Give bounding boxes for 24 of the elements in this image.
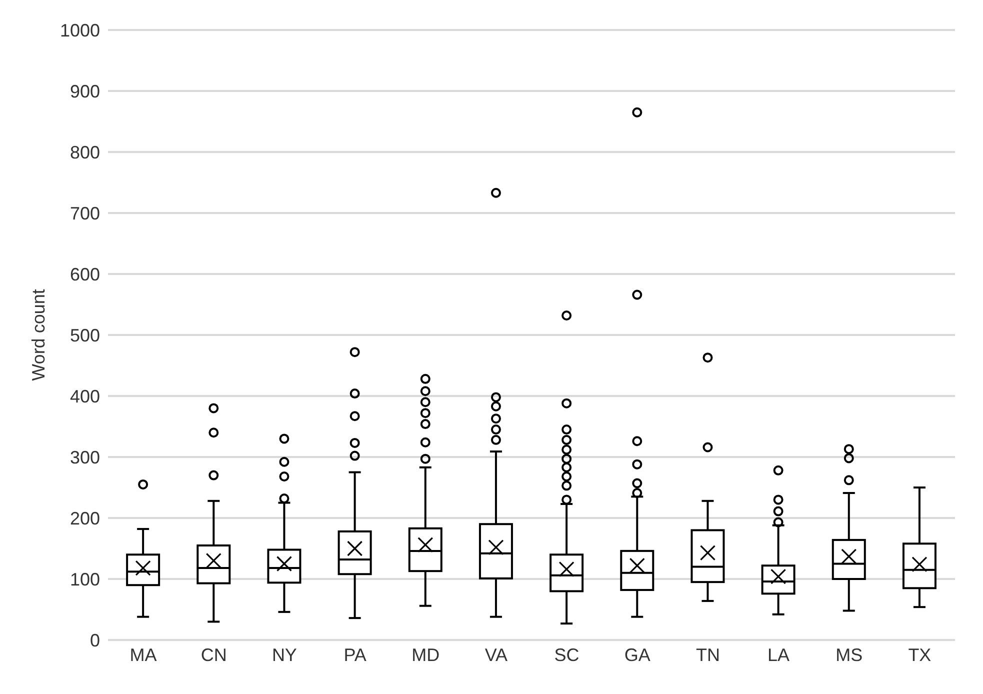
y-tick-label: 0: [90, 630, 100, 650]
y-tick-label: 500: [70, 325, 100, 346]
y-tick-label: 200: [70, 508, 100, 528]
x-tick-label: NY: [272, 644, 297, 665]
y-tick-label: 600: [70, 264, 100, 284]
x-tick-label: MS: [836, 644, 863, 665]
x-tick-label: CN: [200, 644, 227, 665]
x-tick-label: VA: [484, 644, 508, 665]
x-tick-label: MD: [412, 644, 440, 665]
x-tick-label: SC: [554, 644, 580, 665]
x-tick-label: PA: [344, 644, 366, 665]
x-tick-label: GA: [624, 644, 650, 665]
x-tick-label: TN: [696, 644, 720, 665]
y-tick-label: 900: [70, 81, 100, 102]
y-tick-label: 300: [70, 447, 100, 468]
x-tick-label: LA: [768, 644, 790, 665]
y-tick-label: 800: [70, 142, 100, 162]
y-tick-label: 1000: [60, 20, 100, 40]
y-tick-label: 700: [70, 203, 100, 224]
y-tick-label: 400: [70, 386, 100, 406]
x-tick-label: MA: [130, 644, 157, 665]
x-tick-label: TX: [908, 644, 932, 665]
y-tick-label: 100: [70, 569, 100, 590]
y-axis-title: Word count: [28, 289, 48, 381]
